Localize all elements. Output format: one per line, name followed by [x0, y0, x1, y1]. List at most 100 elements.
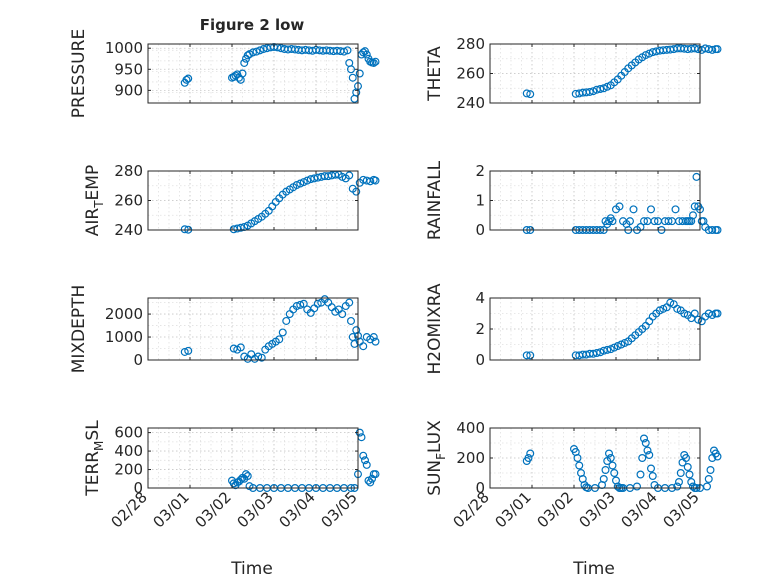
subplot-mixdepth: 0 1000 2000 MIXDEPTH	[69, 285, 380, 373]
figure-title: Figure 2 low	[200, 16, 305, 34]
data-point	[340, 47, 349, 56]
data-point	[592, 349, 601, 358]
y-axis-label: RAINFALL	[425, 160, 445, 240]
x-axis-label-left: Time	[230, 559, 273, 579]
y-axis-label: SUNFLUX	[425, 420, 448, 496]
data-point	[604, 449, 613, 458]
data-point	[359, 342, 368, 351]
data-point	[704, 475, 713, 484]
y-tick-label: 1000	[105, 328, 143, 346]
data-point	[371, 470, 380, 479]
x-tick-label: 03/04	[618, 488, 661, 531]
y-tick-label: 260	[456, 65, 485, 83]
data-point	[674, 478, 683, 487]
data-point	[708, 45, 717, 54]
data-point	[702, 482, 711, 491]
data-point	[369, 333, 378, 342]
data-point	[345, 298, 354, 307]
x-tick-label: 03/02	[192, 488, 235, 531]
data-point	[292, 302, 301, 311]
data-point	[343, 46, 352, 55]
x-tick-label: 03/05	[660, 488, 703, 531]
data-point	[252, 47, 261, 56]
y-tick-label: 0	[475, 221, 485, 239]
data-point	[671, 205, 680, 214]
data-point	[313, 299, 322, 308]
subplot-air_temp: 240 260 280 AIRTEMP	[83, 162, 380, 239]
data-point	[371, 57, 380, 66]
data-point	[361, 456, 370, 465]
data-point	[641, 439, 650, 448]
data-point	[256, 46, 265, 55]
axes-box	[147, 43, 359, 104]
axes-box	[147, 297, 359, 361]
y-tick-label: 240	[114, 221, 143, 239]
data-point	[310, 304, 319, 313]
data-point	[240, 58, 249, 67]
data-point	[615, 202, 624, 211]
data-point	[645, 451, 654, 460]
y-tick-label: 0	[475, 351, 485, 369]
data-point	[184, 74, 193, 83]
data-point	[229, 479, 238, 488]
data-point	[299, 299, 308, 308]
data-point	[352, 187, 361, 196]
data-point	[371, 176, 380, 185]
data-point	[608, 461, 617, 470]
x-axis-label-right: Time	[572, 559, 615, 579]
y-tick-label: 400	[456, 419, 485, 437]
data-point	[238, 69, 247, 78]
data-point	[268, 202, 277, 211]
data-point	[180, 347, 189, 356]
data-point	[257, 353, 266, 362]
data-point	[713, 452, 722, 461]
data-point	[713, 226, 722, 235]
x-tick-label: 03/01	[150, 488, 193, 531]
data-point	[632, 482, 641, 491]
data-point	[683, 463, 692, 472]
data-point	[643, 446, 652, 455]
data-point	[182, 75, 191, 84]
x-tick-label: 02/28	[108, 488, 151, 531]
x-tick-label: 03/03	[576, 488, 619, 531]
y-tick-label: 0	[133, 351, 143, 369]
data-point	[371, 337, 380, 346]
data-point	[362, 460, 371, 469]
data-point	[713, 45, 722, 54]
y-tick-label: 0	[133, 479, 143, 497]
data-point	[585, 87, 594, 96]
data-point	[296, 300, 305, 309]
subplot-pressure: 900 950 1000 PRESSURE	[69, 29, 380, 118]
data-point	[524, 454, 533, 463]
data-point	[236, 475, 245, 484]
data-point	[646, 464, 655, 473]
data-point	[526, 351, 535, 360]
data-point	[685, 470, 694, 479]
y-tick-label: 2	[475, 320, 485, 338]
data-point	[638, 454, 647, 463]
data-point	[639, 217, 648, 226]
y-tick-label: 200	[456, 449, 485, 467]
data-point	[664, 217, 673, 226]
data-point	[646, 205, 655, 214]
data-point	[347, 316, 356, 325]
x-tick-label: 03/03	[234, 488, 277, 531]
data-point	[625, 217, 634, 226]
y-tick-label: 2	[475, 162, 485, 180]
data-point	[180, 225, 189, 234]
y-axis-label: THETA	[425, 46, 445, 102]
x-tick-label: 02/28	[450, 488, 493, 531]
data-point	[629, 205, 638, 214]
x-tick-label: 03/05	[318, 488, 361, 531]
data-point	[369, 58, 378, 67]
data-point	[362, 50, 371, 59]
subplot-h2omixra: 0 2 4 H2OMIXRA	[425, 283, 722, 375]
data-point	[687, 478, 696, 487]
y-tick-label: 2000	[105, 305, 143, 323]
data-point	[249, 48, 258, 57]
data-point	[608, 217, 617, 226]
data-point	[522, 351, 531, 360]
data-point	[596, 84, 605, 93]
